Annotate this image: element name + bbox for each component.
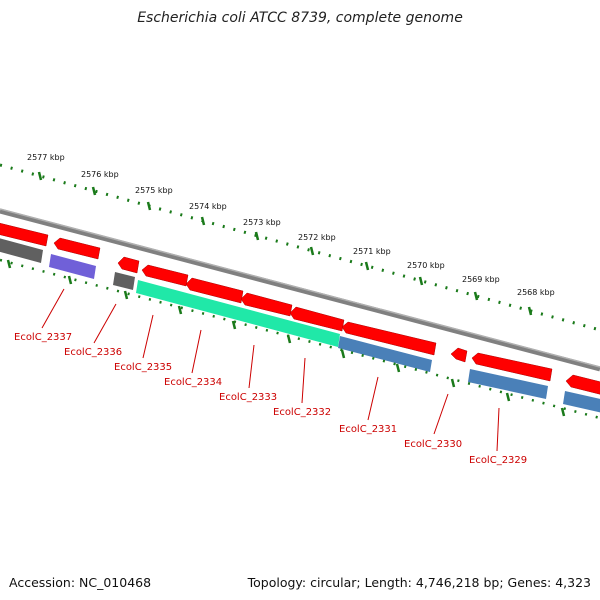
gray-feature[interactable] [0, 237, 43, 263]
kbp-label: 2577 kbp [27, 153, 65, 162]
cds-feature[interactable] [117, 256, 140, 274]
purple-feature[interactable] [49, 254, 96, 279]
cds-feature[interactable] [471, 352, 553, 382]
gene-label[interactable]: EcolC_2337 [14, 332, 72, 343]
cds-feature[interactable] [450, 347, 468, 363]
inner-ruler [0, 258, 600, 420]
gene-label[interactable]: EcolC_2335 [114, 362, 172, 373]
kbp-label: 2575 kbp [135, 186, 173, 195]
kbp-label: 2571 kbp [353, 247, 391, 256]
kbp-label: 2569 kbp [462, 275, 500, 284]
kbp-label: 2568 kbp [517, 288, 555, 297]
cds-feature[interactable] [185, 277, 244, 304]
gene-labels: EcolC_2337 EcolC_2336 EcolC_2335 EcolC_2… [14, 332, 527, 466]
gene-label[interactable]: EcolC_2329 [469, 455, 527, 466]
gene-label[interactable]: EcolC_2330 [404, 439, 462, 450]
leader-lines [41, 288, 500, 452]
kbp-label: 2574 kbp [189, 202, 227, 211]
feature-track [0, 237, 600, 413]
gene-label[interactable]: EcolC_2336 [64, 347, 122, 358]
cds-feature[interactable] [341, 321, 437, 356]
genome-summary-text: Topology: circular; Length: 4,746,218 bp… [247, 575, 591, 590]
cds-feature[interactable] [0, 222, 49, 247]
cds-feature[interactable] [289, 306, 345, 332]
kbp-label: 2573 kbp [243, 218, 281, 227]
gene-label[interactable]: EcolC_2332 [273, 407, 331, 418]
cds-feature[interactable] [240, 292, 293, 317]
gene-label[interactable]: EcolC_2331 [339, 424, 397, 435]
gene-label[interactable]: EcolC_2333 [219, 392, 277, 403]
kbp-labels: 2577 kbp 2576 kbp 2575 kbp 2574 kbp 2573… [27, 153, 555, 297]
accession-text: Accession: NC_010468 [9, 575, 152, 590]
outer-ruler [0, 163, 600, 332]
cds-feature[interactable] [141, 264, 189, 287]
kbp-label: 2576 kbp [81, 170, 119, 179]
page-title: Escherichia coli ATCC 8739, complete gen… [137, 10, 463, 26]
blue-feature[interactable] [338, 336, 432, 372]
kbp-label: 2570 kbp [407, 261, 445, 270]
blue-feature[interactable] [468, 369, 548, 399]
kbp-label: 2572 kbp [298, 233, 336, 242]
blue-feature[interactable] [563, 391, 600, 413]
teal-feature[interactable] [136, 280, 340, 347]
cds-feature[interactable] [53, 237, 101, 260]
gray-feature[interactable] [113, 272, 135, 290]
forward-strand [0, 222, 600, 395]
gene-label[interactable]: EcolC_2334 [164, 377, 222, 388]
backbone [0, 208, 600, 372]
cds-feature[interactable] [565, 374, 600, 395]
